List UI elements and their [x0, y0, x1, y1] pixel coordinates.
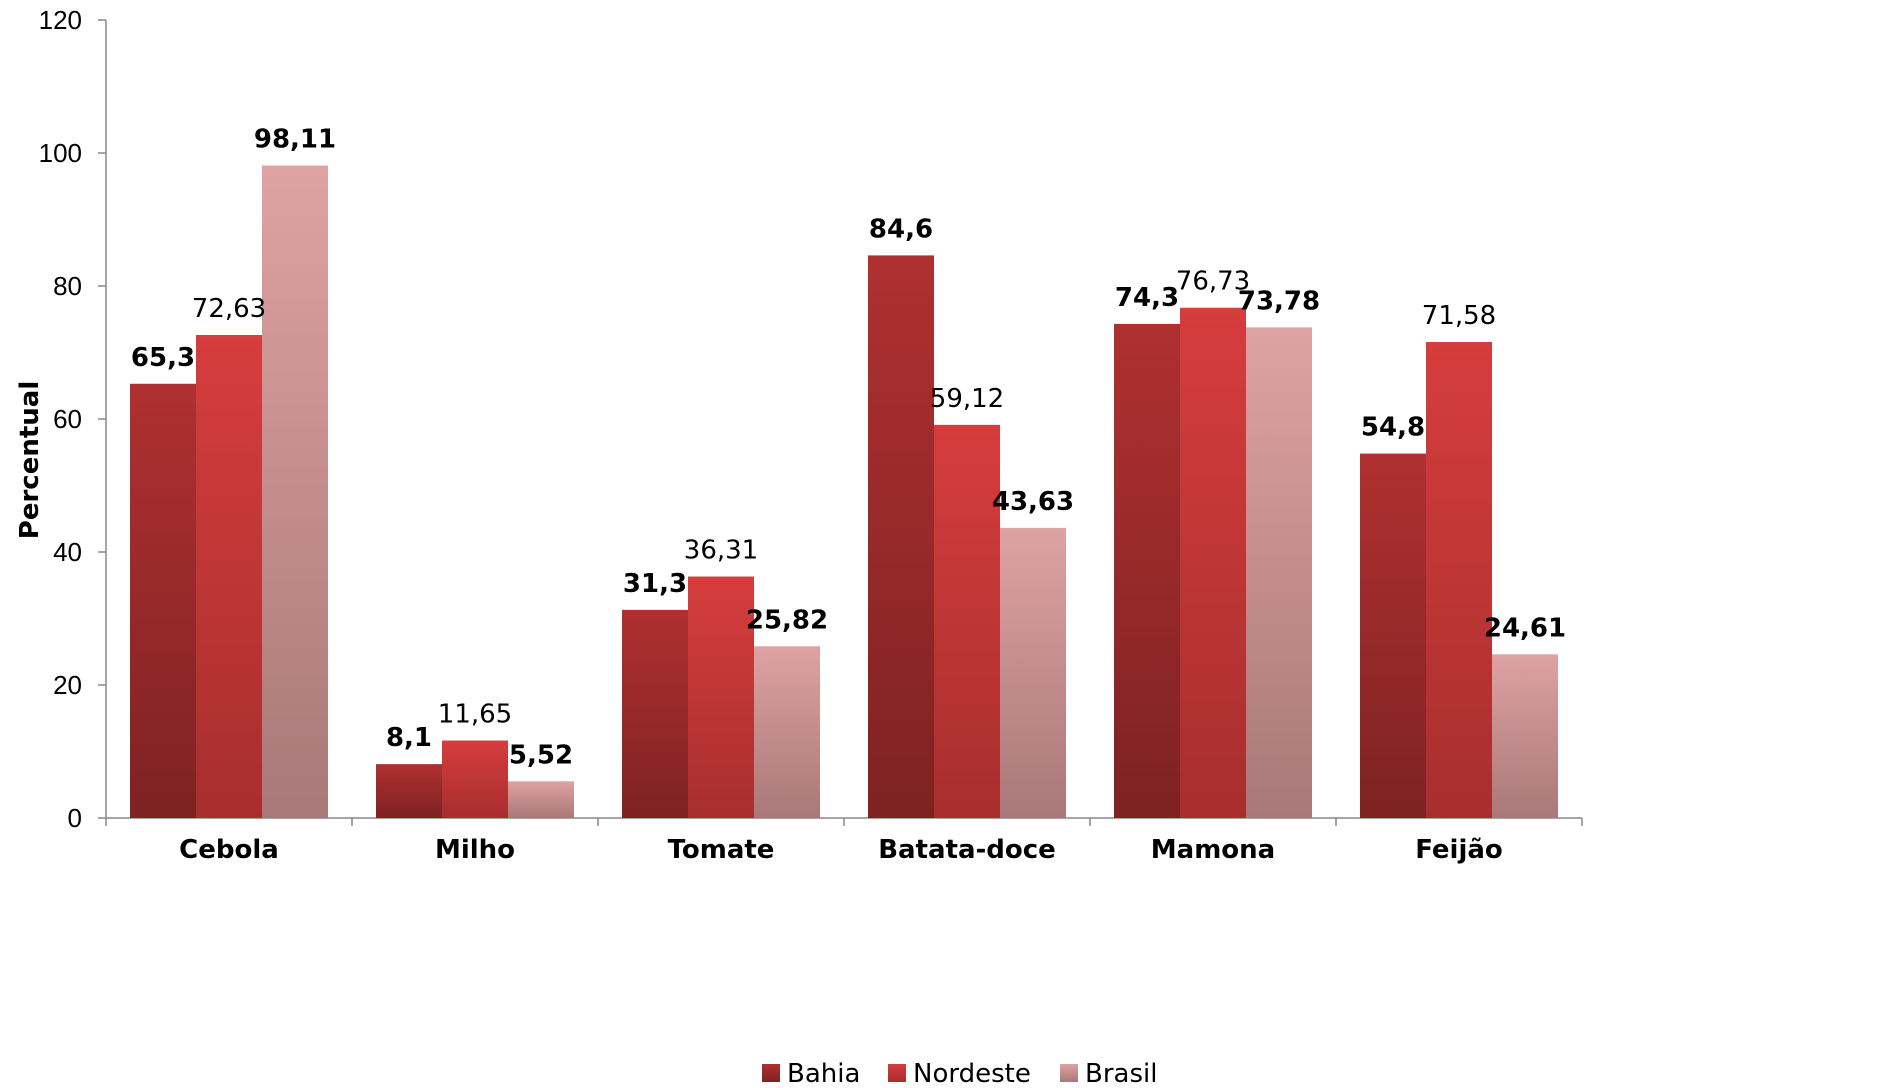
x-tick-label: Tomate	[668, 835, 775, 865]
legend-label-nordeste: Nordeste	[913, 1059, 1031, 1088]
y-tick-label: 60	[53, 404, 82, 434]
legend-swatch-bahia	[762, 1064, 780, 1082]
bar-bahia	[376, 764, 442, 818]
data-label: 31,3	[623, 569, 687, 599]
bar-nordeste	[442, 740, 508, 818]
data-label: 74,3	[1115, 283, 1179, 313]
bar-brasil	[1000, 527, 1066, 818]
data-label: 73,78	[1238, 286, 1320, 316]
legend-label-bahia: Bahia	[787, 1059, 860, 1088]
axes: 0 20 40 60 80 100 120 Cebola Milho Tomate Batata-d…	[39, 5, 1583, 865]
data-label: 43,63	[992, 487, 1074, 517]
data-label: 36,31	[684, 536, 758, 566]
y-tick-label: 20	[53, 670, 82, 700]
x-tick-label: Batata-doce	[878, 835, 1056, 865]
x-tick-label: Feijão	[1415, 835, 1503, 865]
bar-brasil	[508, 781, 574, 818]
bar-nordeste	[1426, 341, 1492, 818]
x-tick-label: Cebola	[179, 835, 279, 865]
bar-nordeste	[688, 576, 754, 818]
y-tick-label: 120	[39, 5, 82, 35]
legend: Bahia Nordeste Brasil	[762, 1059, 1157, 1088]
legend-swatch-nordeste	[888, 1064, 906, 1082]
data-label: 5,52	[509, 740, 573, 770]
x-tick-label: Mamona	[1151, 835, 1275, 865]
y-tick-label: 40	[53, 537, 82, 567]
data-label: 98,11	[254, 125, 336, 155]
data-label: 8,1	[386, 723, 432, 753]
y-tick-label: 0	[68, 803, 82, 833]
data-label: 76,73	[1176, 267, 1250, 297]
bar-nordeste	[1180, 307, 1246, 818]
y-axis-title: Percentual	[15, 381, 45, 539]
legend-swatch-brasil	[1060, 1064, 1078, 1082]
bar-bahia	[130, 383, 196, 818]
bar-nordeste	[934, 424, 1000, 818]
bar-bahia	[622, 609, 688, 818]
bar-brasil	[262, 165, 328, 819]
data-label: 24,61	[1484, 613, 1566, 643]
data-labels: 65,3 72,63 98,11 8,111,65 5,52 31,336,31 25,82…	[131, 125, 1566, 771]
bar-brasil	[754, 646, 820, 818]
data-label: 65,3	[131, 343, 195, 373]
bar-brasil	[1246, 327, 1312, 818]
data-label: 84,6	[869, 214, 933, 244]
bars	[130, 165, 1558, 819]
data-label: 11,65	[438, 700, 512, 730]
bar-nordeste	[196, 335, 262, 818]
bar-bahia	[1360, 453, 1426, 818]
data-label: 54,8	[1361, 413, 1425, 443]
legend-label-brasil: Brasil	[1085, 1059, 1157, 1088]
data-label: 72,63	[192, 294, 266, 324]
x-tick-label: Milho	[435, 835, 515, 865]
bar-brasil	[1492, 654, 1558, 818]
data-label: 71,58	[1422, 301, 1496, 331]
data-label: 25,82	[746, 605, 828, 635]
data-label: 59,12	[930, 384, 1004, 414]
bar-bahia	[1114, 323, 1180, 818]
y-tick-label: 80	[53, 271, 82, 301]
bar-bahia	[868, 255, 934, 818]
y-tick-label: 100	[39, 138, 82, 168]
